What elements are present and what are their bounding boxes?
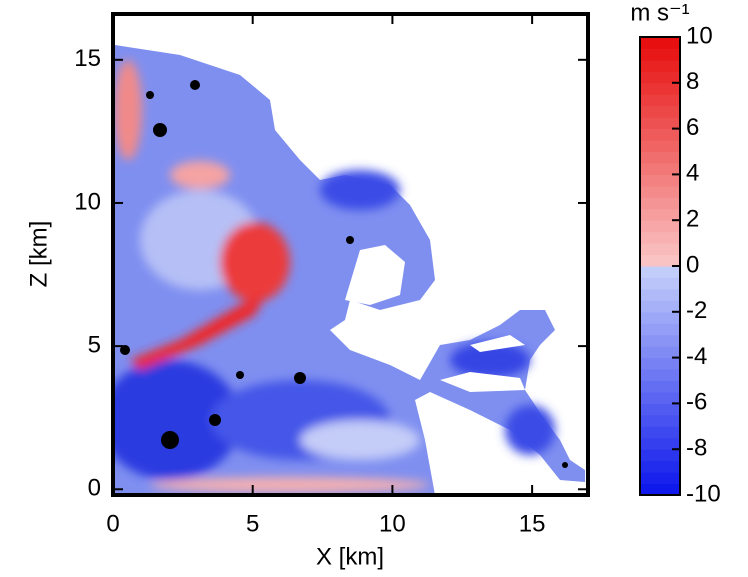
colorbar-band bbox=[640, 346, 680, 359]
colorbar-band bbox=[640, 128, 680, 141]
y-axis-label: Z [km] bbox=[25, 221, 52, 288]
velocity-field bbox=[113, 45, 585, 495]
x-tick-label: 0 bbox=[106, 510, 119, 537]
colorbar-band bbox=[640, 174, 680, 187]
colorbar-band bbox=[640, 185, 680, 198]
y-tick-label: 10 bbox=[74, 188, 101, 215]
x-tick-label: 15 bbox=[519, 510, 546, 537]
colorbar-tick-label: -10 bbox=[686, 480, 721, 507]
colorbar-band bbox=[640, 391, 680, 404]
colorbar-label: m s⁻¹ bbox=[630, 0, 689, 26]
colorbar-band bbox=[640, 426, 680, 439]
colorbar-band bbox=[640, 151, 680, 164]
colorbar-tick-label: -8 bbox=[686, 435, 707, 462]
y-tick-label: 5 bbox=[88, 331, 101, 358]
x-tick-label: 10 bbox=[379, 510, 406, 537]
colorbar-tick-label: -4 bbox=[686, 343, 707, 370]
colorbar-band bbox=[640, 94, 680, 107]
colorbar-band bbox=[640, 472, 680, 485]
colorbar-tick-label: 0 bbox=[686, 251, 699, 278]
colorbar-tick-label: 10 bbox=[686, 22, 713, 49]
colorbar-band bbox=[640, 140, 680, 152]
colorbar-band bbox=[640, 243, 680, 256]
colorbar-band bbox=[640, 254, 680, 267]
folded-pixels bbox=[120, 80, 568, 468]
colorbar-band bbox=[640, 277, 680, 290]
colorbar-band bbox=[640, 483, 680, 496]
colorbar-band bbox=[640, 71, 680, 84]
colorbar-band bbox=[640, 334, 680, 347]
colorbar-tick-label: -2 bbox=[686, 297, 707, 324]
colorbar-tick-label: 2 bbox=[686, 206, 699, 233]
colorbar-band bbox=[640, 369, 680, 381]
colorbar-tick-label: 4 bbox=[686, 160, 699, 187]
x-tick-label: 5 bbox=[246, 510, 259, 537]
colorbar-band bbox=[640, 59, 680, 72]
colorbar-band bbox=[640, 311, 680, 324]
colorbar-band bbox=[640, 357, 680, 370]
colorbar-band bbox=[640, 117, 680, 130]
colorbar-band bbox=[640, 231, 680, 244]
colorbar-band bbox=[640, 220, 680, 233]
x-axis-label: X [km] bbox=[316, 543, 384, 570]
colorbar-band bbox=[640, 449, 680, 462]
colorbar-tick-label: -6 bbox=[686, 389, 707, 416]
colorbar-band bbox=[640, 323, 680, 336]
colorbar-band bbox=[640, 403, 680, 416]
colorbar-band bbox=[640, 162, 680, 175]
colorbar-band bbox=[640, 460, 680, 473]
colorbar-band bbox=[640, 82, 680, 95]
colorbar-band bbox=[640, 208, 680, 221]
colorbar-tick-label: 6 bbox=[686, 114, 699, 141]
colorbar-band bbox=[640, 105, 680, 118]
colorbar-band bbox=[640, 437, 680, 450]
colorbar-band bbox=[640, 414, 680, 427]
colorbar-band bbox=[640, 288, 680, 301]
colorbar-band bbox=[640, 37, 680, 49]
field-texture bbox=[113, 60, 555, 493]
colorbar-band bbox=[640, 197, 680, 210]
plot-frame bbox=[111, 12, 590, 497]
colorbar-band bbox=[640, 48, 680, 61]
y-tick-label: 15 bbox=[74, 45, 101, 72]
colorbar-tick-label: 8 bbox=[686, 68, 699, 95]
colorbar-band bbox=[640, 266, 680, 278]
no-echo-holes bbox=[345, 245, 525, 392]
y-tick-label: 0 bbox=[88, 475, 101, 502]
colorbar-band bbox=[640, 380, 680, 393]
colorbar-band bbox=[640, 300, 680, 313]
